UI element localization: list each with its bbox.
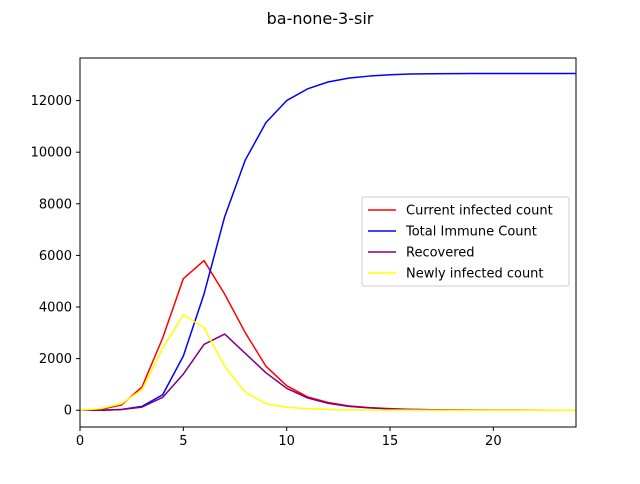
plot-frame [79, 57, 577, 428]
series-lines [80, 72, 576, 411]
legend-label-4: Newly infected count [406, 267, 544, 282]
legend-label-2: Total Immune Count [405, 225, 537, 240]
x-tick-label: 20 [485, 434, 502, 449]
y-tick-label: 2000 [39, 352, 72, 367]
legend-box [361, 196, 570, 287]
x-tick-label: 15 [382, 434, 399, 449]
axes: 0 5 10 15 20 0 2000 4000 6000 8000 10000 12000 [31, 57, 577, 449]
y-tick-label: 6000 [39, 249, 72, 264]
series-line-2 [80, 72, 576, 411]
y-tick-label: 0 [64, 404, 72, 419]
x-tick-label: 0 [76, 434, 84, 449]
y-tick-label: 12000 [31, 94, 72, 109]
series-line-4 [80, 314, 576, 411]
x-tick-label: 10 [278, 434, 295, 449]
legend-label-3: Recovered [406, 246, 475, 261]
legend-label-1: Current infected count [406, 204, 553, 219]
y-tick-label: 10000 [31, 146, 72, 161]
chart-title: ba-none-3-sir [267, 9, 374, 28]
plot-area [80, 72, 576, 411]
legend: Current infected count Total Immune Count… [361, 196, 570, 287]
y-tick-label: 8000 [39, 197, 72, 212]
y-tick-label: 4000 [39, 301, 72, 316]
x-tick-label: 5 [179, 434, 187, 449]
